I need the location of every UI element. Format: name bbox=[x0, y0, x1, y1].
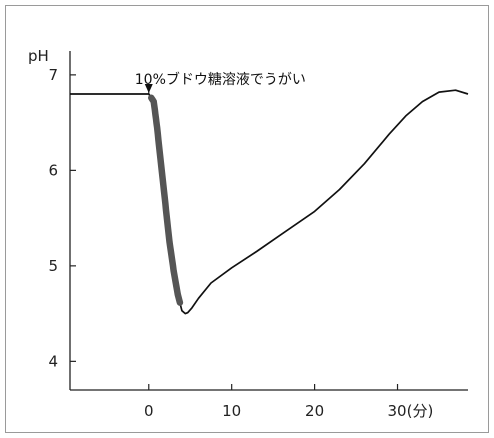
annotation-label: 10%ブドウ糖溶液でうがい bbox=[135, 71, 306, 88]
annotation-group: 10%ブドウ糖溶液でうがい bbox=[135, 71, 306, 94]
ph-curve bbox=[70, 89, 469, 315]
y-tick-label: 6 bbox=[48, 161, 58, 179]
ph-line-chart: pH 4 5 6 7 0 10 20 30(分) 10%ブドウ糖溶液でうがい bbox=[28, 47, 469, 420]
x-tick-label: 10 bbox=[222, 402, 241, 420]
y-axis-title: pH bbox=[28, 47, 49, 65]
x-ticks: 0 10 20 30(分) bbox=[144, 384, 433, 420]
x-tick-label: 20 bbox=[305, 402, 324, 420]
x-tick-label: 30(分) bbox=[388, 402, 434, 420]
y-tick-label: 5 bbox=[48, 257, 58, 275]
y-tick-label: 4 bbox=[48, 352, 58, 370]
rapid-drop-highlight bbox=[148, 94, 184, 306]
annotation-arrowhead bbox=[144, 83, 153, 93]
y-tick-label: 7 bbox=[48, 66, 58, 84]
y-ticks: 4 5 6 7 bbox=[48, 66, 76, 370]
series-group bbox=[70, 89, 469, 315]
chart-frame: pH 4 5 6 7 0 10 20 30(分) 10%ブドウ糖溶液でうがい bbox=[5, 5, 489, 433]
axes bbox=[69, 51, 468, 391]
x-tick-label: 0 bbox=[144, 402, 154, 420]
